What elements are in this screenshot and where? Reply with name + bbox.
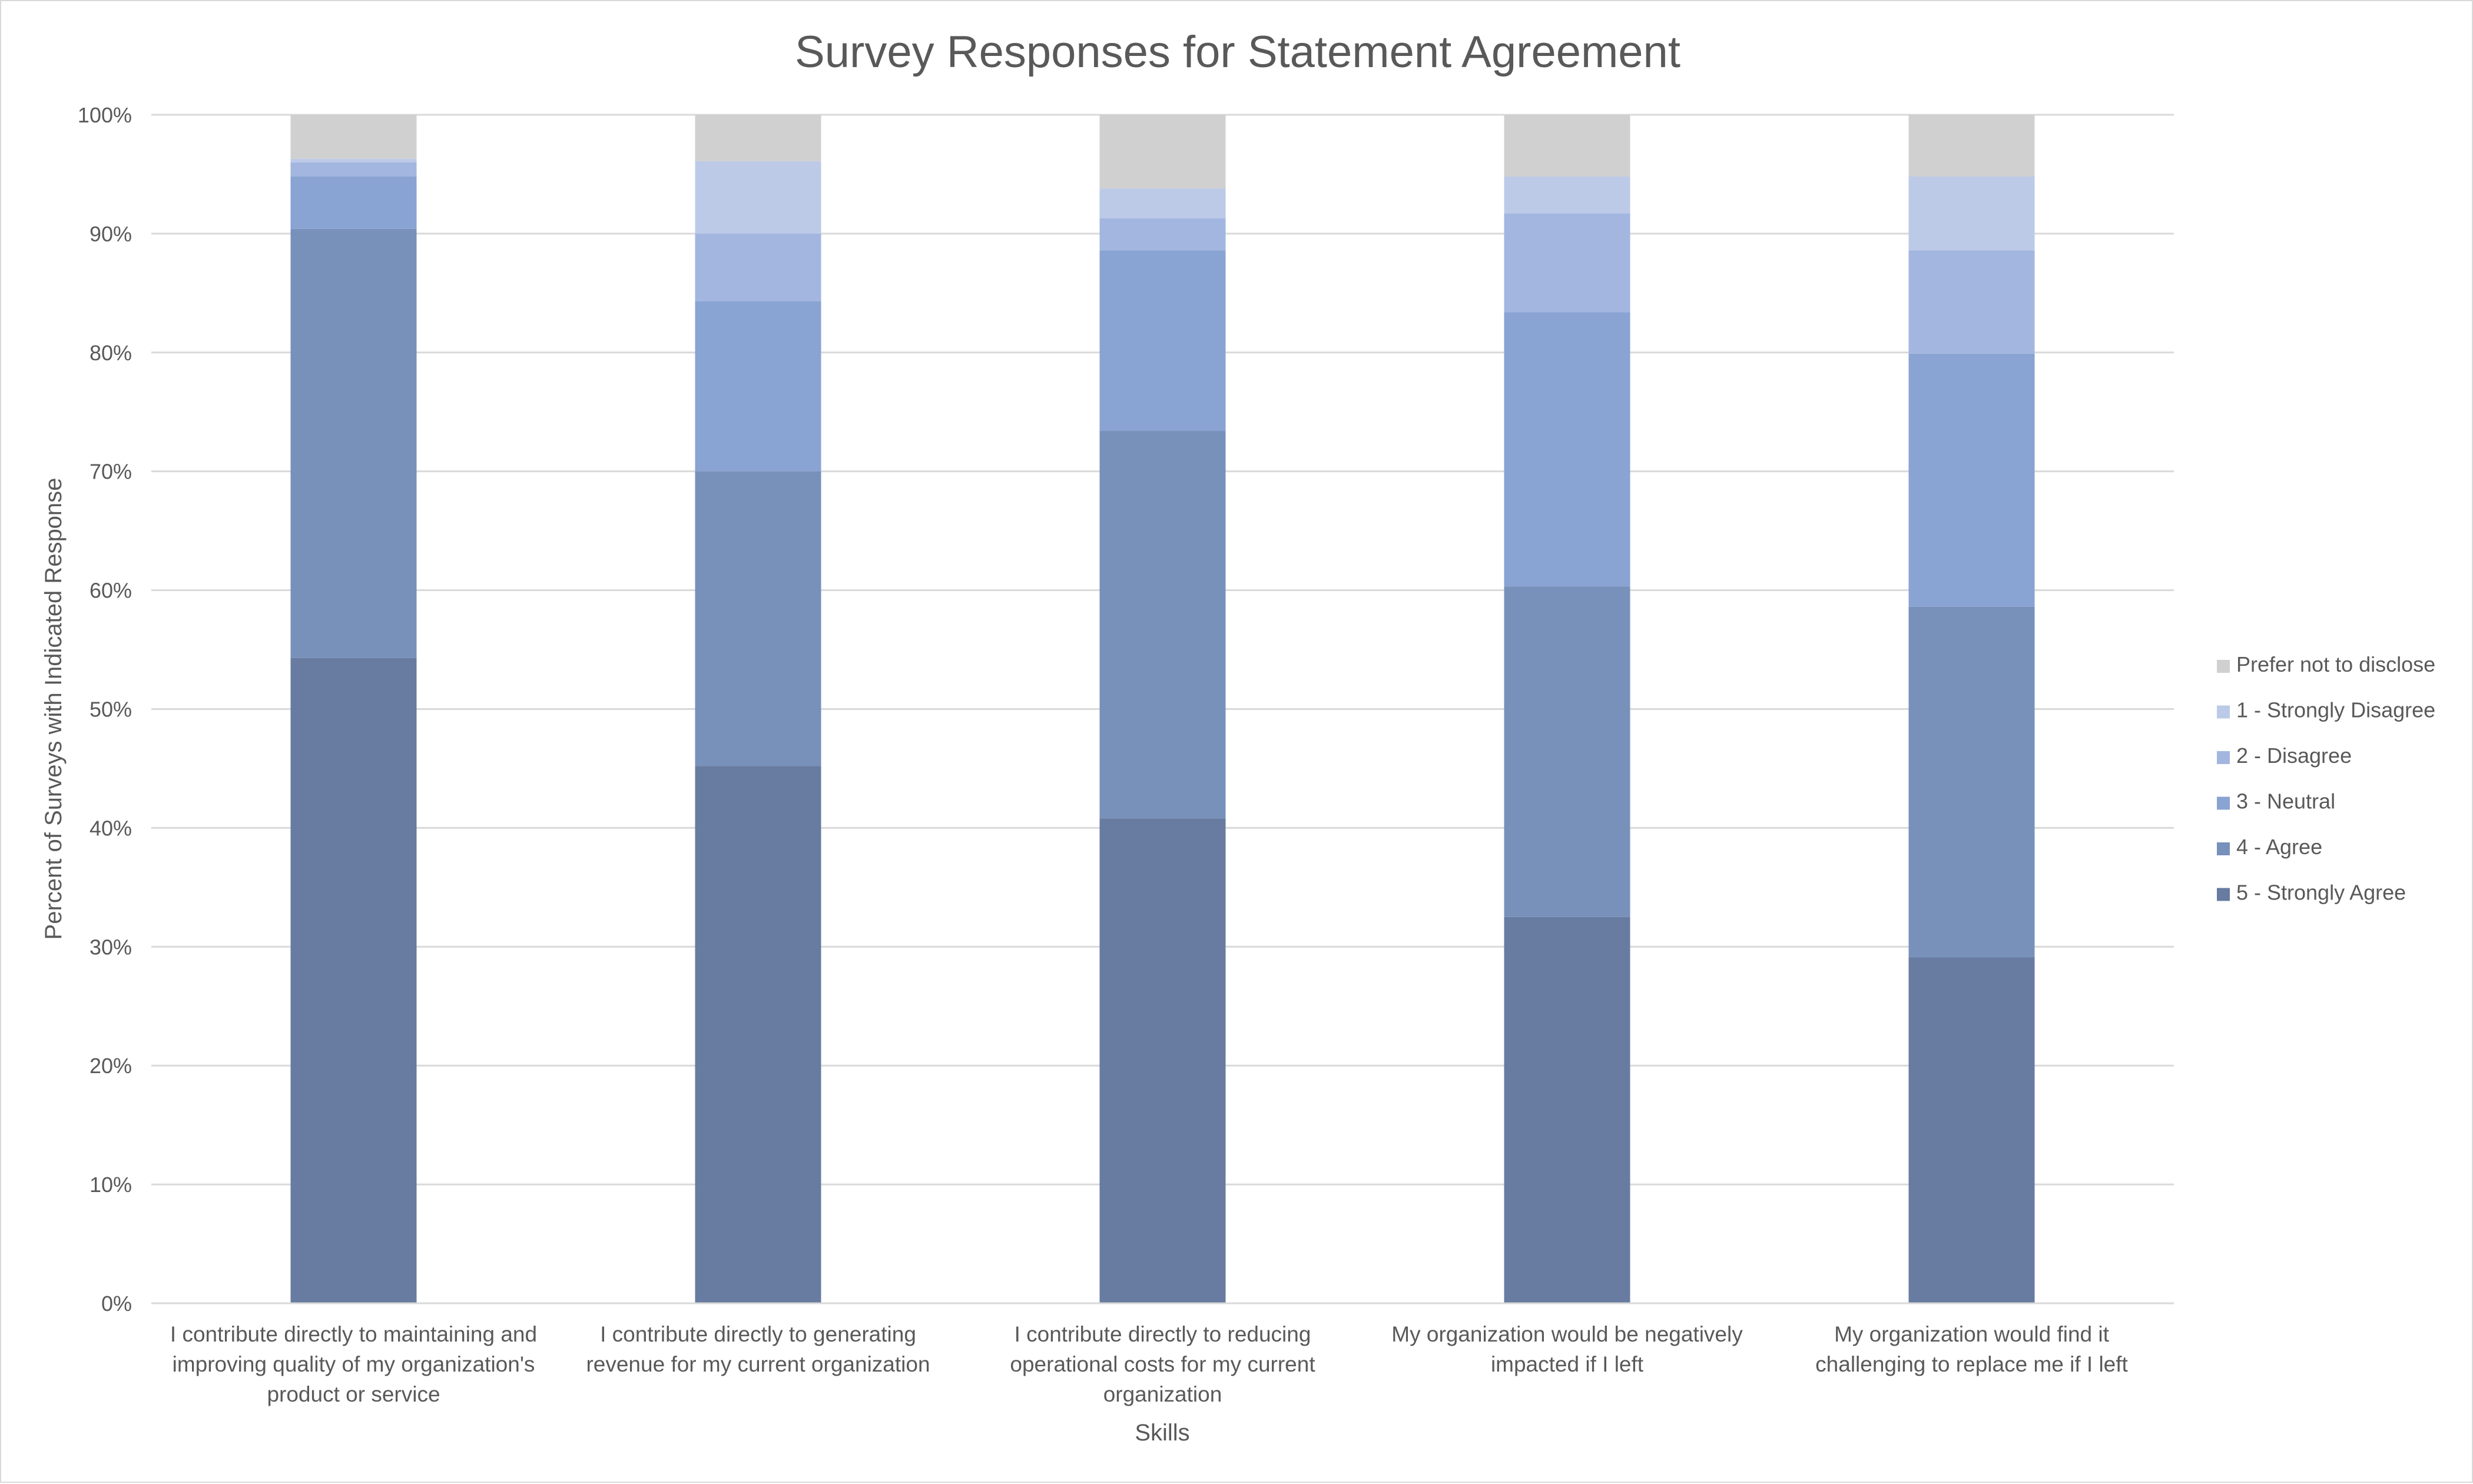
bar-segment-1-strongly-disagree bbox=[695, 161, 821, 234]
legend-label: 4 - Agree bbox=[2236, 835, 2322, 859]
bar-segment-4-agree bbox=[1908, 606, 2035, 958]
bar-segment-prefer-not-to-disclose bbox=[1504, 115, 1630, 177]
legend-swatch bbox=[2217, 751, 2230, 764]
y-tick-label: 20% bbox=[89, 1054, 132, 1078]
bar-segment-prefer-not-to-disclose bbox=[290, 115, 417, 159]
y-tick-label: 50% bbox=[89, 698, 132, 722]
bar-segment-prefer-not-to-disclose bbox=[695, 115, 821, 161]
bar-segment-3-neutral bbox=[290, 176, 417, 229]
legend-swatch bbox=[2217, 705, 2230, 719]
bar-segment-5-strongly-agree bbox=[1099, 818, 1226, 1303]
legend-swatch bbox=[2217, 660, 2230, 673]
bar-segment-1-strongly-disagree bbox=[1099, 188, 1226, 218]
x-category-label: I contribute directly to reducing operati… bbox=[1010, 1322, 1315, 1406]
bar-segment-3-neutral bbox=[695, 301, 821, 472]
bar-segment-3-neutral bbox=[1099, 250, 1226, 431]
bar-segment-1-strongly-disagree bbox=[290, 158, 417, 162]
chart-title: Survey Responses for Statement Agreement bbox=[795, 27, 1680, 77]
bar-segment-3-neutral bbox=[1504, 312, 1630, 587]
bar-segment-prefer-not-to-disclose bbox=[1099, 115, 1226, 189]
bar-segment-2-disagree bbox=[695, 233, 821, 301]
y-tick-label: 10% bbox=[89, 1173, 132, 1197]
legend-label: 5 - Strongly Agree bbox=[2236, 881, 2406, 905]
y-tick-label: 30% bbox=[89, 935, 132, 959]
x-category-label: I contribute directly to maintaining and… bbox=[170, 1322, 537, 1406]
bar-segment-4-agree bbox=[1504, 586, 1630, 917]
x-axis-title: Skills bbox=[1135, 1420, 1189, 1446]
y-tick-label: 100% bbox=[78, 103, 132, 127]
y-tick-label: 40% bbox=[89, 816, 132, 840]
legend: Prefer not to disclose 1 - Strongly Disag… bbox=[2217, 652, 2435, 905]
bar-segment-2-disagree bbox=[1908, 250, 2035, 354]
bar-segment-5-strongly-agree bbox=[695, 766, 821, 1303]
stacked-bars bbox=[290, 115, 2035, 1303]
x-category-label: My organization would be negatively impac… bbox=[1391, 1322, 1743, 1376]
bar-segment-4-agree bbox=[1099, 431, 1226, 819]
bar-segment-5-strongly-agree bbox=[1504, 917, 1630, 1303]
y-tick-label: 0% bbox=[101, 1292, 132, 1316]
bar-segment-5-strongly-agree bbox=[1908, 957, 2035, 1303]
legend-label: 3 - Neutral bbox=[2236, 789, 2335, 814]
bar-segment-4-agree bbox=[695, 471, 821, 766]
bar-segment-2-disagree bbox=[1099, 218, 1226, 251]
legend-swatch bbox=[2217, 842, 2230, 855]
legend-swatch bbox=[2217, 796, 2230, 810]
legend-label: Prefer not to disclose bbox=[2236, 652, 2435, 676]
bar-segment-2-disagree bbox=[1504, 213, 1630, 313]
legend-swatch bbox=[2217, 888, 2230, 901]
bar-segment-5-strongly-agree bbox=[290, 658, 417, 1303]
y-tick-label: 90% bbox=[89, 222, 132, 246]
y-tick-label: 70% bbox=[89, 460, 132, 484]
legend-label: 1 - Strongly Disagree bbox=[2236, 698, 2435, 722]
bar-segment-2-disagree bbox=[290, 162, 417, 177]
y-axis-title: Percent of Surveys with Indicated Respon… bbox=[41, 478, 67, 940]
bar-segment-1-strongly-disagree bbox=[1908, 176, 2035, 251]
y-axis-tick-labels: 0% 10% 20% 30% 40% 50% 60% 70% 80% 90% 100% bbox=[78, 103, 132, 1316]
x-category-label: My organization would find it challenging… bbox=[1815, 1322, 2128, 1376]
bar-segment-3-neutral bbox=[1908, 353, 2035, 607]
bar-segment-prefer-not-to-disclose bbox=[1908, 115, 2035, 177]
bar-segment-4-agree bbox=[290, 228, 417, 658]
x-axis-category-labels: I contribute directly to maintaining and… bbox=[170, 1322, 2129, 1406]
bar-segment-1-strongly-disagree bbox=[1504, 176, 1630, 214]
y-tick-label: 60% bbox=[89, 579, 132, 603]
y-tick-label: 80% bbox=[89, 341, 132, 365]
x-category-label: I contribute directly to generating reven… bbox=[586, 1322, 930, 1376]
legend-label: 2 - Disagree bbox=[2236, 743, 2352, 768]
